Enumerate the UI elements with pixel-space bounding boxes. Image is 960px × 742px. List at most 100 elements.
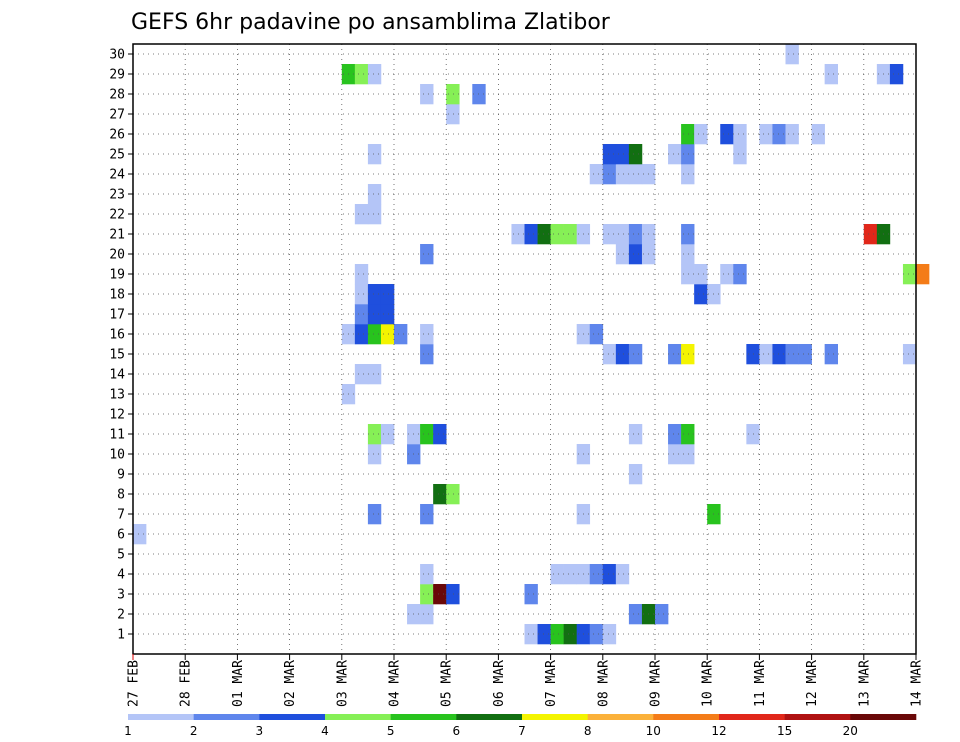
colorbar-label: 4	[321, 724, 329, 738]
y-tick-label: 15	[109, 348, 125, 363]
y-tick-label: 20	[109, 248, 125, 263]
heatmap-cell	[668, 424, 682, 445]
heatmap-cell	[380, 324, 395, 345]
heatmap-cell	[537, 624, 551, 645]
heatmap-cell	[733, 264, 747, 285]
colorbar-swatch	[456, 714, 523, 720]
colorbar-legend: 1 2 3 4 5 6 7 8 10 12 15 20	[124, 714, 917, 738]
y-tick-label: 26	[109, 128, 125, 143]
heatmap-cell	[615, 244, 630, 265]
heatmap-cells	[133, 44, 930, 645]
heatmap-cell	[681, 164, 695, 185]
heatmap-cell	[380, 284, 395, 305]
heatmap-cell	[615, 164, 630, 185]
heatmap-cell	[681, 124, 695, 145]
heatmap-cell	[563, 624, 577, 645]
heatmap-cell	[367, 324, 382, 345]
heatmap-cell	[615, 224, 630, 245]
colorbar-swatch	[850, 714, 917, 720]
heatmap-cell	[628, 604, 643, 625]
heatmap-cell	[367, 304, 382, 325]
colorbar-label: 20	[843, 724, 858, 738]
heatmap-cell	[446, 84, 460, 105]
heatmap-cell	[550, 624, 564, 645]
heatmap-cell	[367, 444, 382, 465]
x-tick-label: 12 MAR	[805, 660, 820, 707]
heatmap-cell	[902, 264, 917, 285]
y-tick-label: 16	[109, 328, 125, 343]
y-tick-label: 8	[117, 488, 125, 503]
heatmap-cell	[615, 344, 630, 365]
heatmap-cell	[628, 244, 643, 265]
heatmap-cell	[694, 284, 708, 305]
heatmap-cell	[615, 564, 630, 585]
colorbar-swatch	[719, 714, 785, 720]
heatmap-cell	[902, 344, 917, 365]
heatmap-cell	[446, 104, 460, 125]
heatmap-cell	[524, 584, 538, 605]
heatmap-cell	[589, 564, 604, 585]
y-tick-label: 22	[109, 208, 125, 223]
heatmap-cell	[681, 244, 695, 265]
heatmap-cell	[524, 624, 538, 645]
heatmap-cell	[563, 224, 577, 245]
x-tick-label: 05 MAR	[440, 660, 455, 707]
x-tick-label: 11 MAR	[753, 660, 768, 707]
heatmap-cell	[824, 64, 838, 85]
y-tick-label: 30	[109, 48, 125, 63]
colorbar-label: 6	[452, 724, 460, 738]
colorbar-swatch	[325, 714, 391, 720]
x-tick-label: 10 MAR	[701, 660, 716, 707]
heatmap-cell	[628, 464, 643, 485]
heatmap-cell	[433, 484, 447, 505]
colorbar-label: 1	[124, 724, 132, 738]
heatmap-cell	[681, 144, 695, 165]
heatmap-cell	[785, 44, 799, 65]
chart-title: GEFS 6hr padavine po ansamblima Zlatibor	[131, 10, 611, 35]
heatmap-cell	[367, 64, 382, 85]
colorbar-label: 12	[711, 724, 726, 738]
y-tick-label: 17	[109, 308, 125, 323]
heatmap-cell	[668, 344, 682, 365]
heatmap-cell	[367, 204, 382, 225]
heatmap-cell	[681, 444, 695, 465]
heatmap-cell	[420, 504, 434, 525]
y-tick-label: 9	[117, 468, 125, 483]
y-tick-label: 28	[109, 88, 125, 103]
heatmap-cell	[420, 604, 434, 625]
heatmap-cell	[420, 84, 434, 105]
heatmap-cell	[785, 124, 799, 145]
heatmap-cell	[589, 164, 604, 185]
heatmap-cell	[798, 344, 812, 365]
y-tick-label: 14	[109, 368, 125, 383]
y-tick-label: 4	[117, 568, 125, 583]
y-tick-label: 23	[109, 188, 125, 203]
heatmap-cell	[380, 424, 395, 445]
heatmap-cell	[889, 64, 904, 85]
heatmap-cell	[380, 304, 395, 325]
y-tick-label: 12	[109, 408, 125, 423]
heatmap-cell	[420, 564, 434, 585]
heatmap-cell	[863, 224, 878, 245]
heatmap-cell	[420, 424, 434, 445]
heatmap-cell	[628, 224, 643, 245]
heatmap-cell	[550, 564, 564, 585]
heatmap-cell	[367, 424, 382, 445]
heatmap-cell	[602, 564, 617, 585]
x-tick-label: 14 MAR	[910, 660, 925, 707]
x-tick-label: 06 MAR	[492, 660, 507, 707]
heatmap-cell	[354, 64, 369, 85]
colorbar-label: 3	[255, 724, 263, 738]
heatmap-cell	[785, 344, 799, 365]
heatmap-cell	[602, 164, 617, 185]
x-tick-label: 04 MAR	[388, 660, 403, 707]
heatmap-cell	[668, 144, 682, 165]
heatmap-cell	[563, 564, 577, 585]
x-tick-label: 28 FEB	[179, 660, 194, 707]
heatmap-cell	[694, 124, 708, 145]
heatmap-cell	[916, 264, 930, 285]
heatmap-cell	[433, 584, 447, 605]
heatmap-cell	[615, 144, 630, 165]
y-tick-label: 19	[109, 268, 125, 283]
heatmap-cell	[681, 344, 695, 365]
